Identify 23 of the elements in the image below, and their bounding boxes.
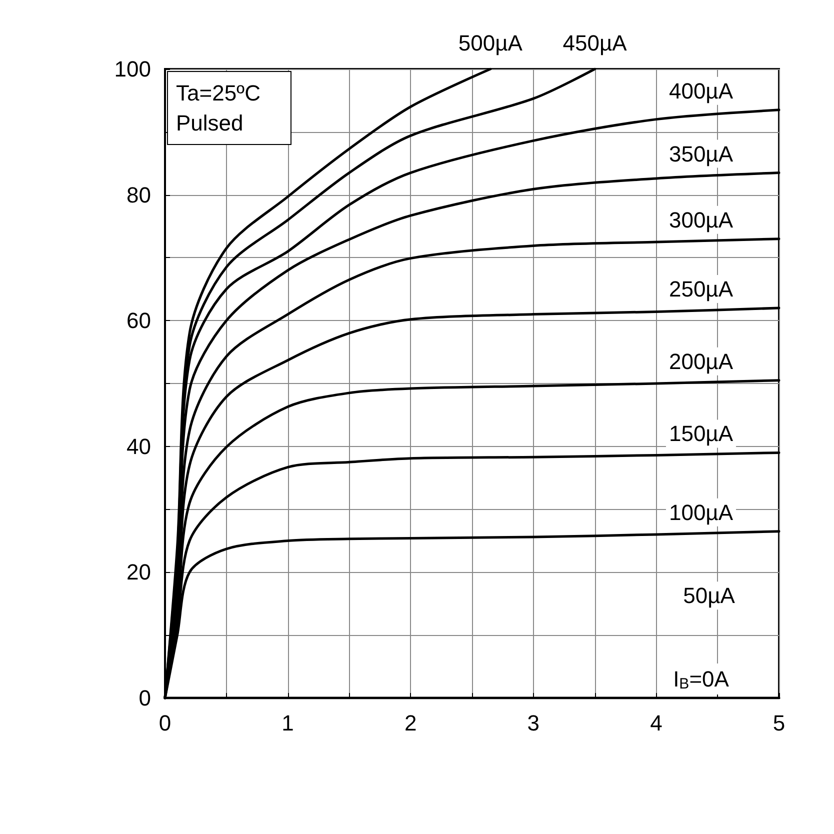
series-label: 300µA [668, 207, 734, 232]
series-label: 200µA [668, 348, 734, 374]
y-tick-label: 0 [138, 686, 151, 710]
annotation: Ta=25ºC Pulsed [176, 80, 261, 136]
x-tick-label: 0 [158, 710, 172, 736]
y-tick-label: 60 [126, 308, 151, 334]
y-tick-label: 100 [114, 56, 151, 82]
x-tick-label: 1 [282, 710, 294, 736]
x-tick-label: 2 [404, 710, 417, 736]
annotation: 50µA [683, 583, 736, 608]
series-label: 150µA [668, 421, 734, 446]
series-label: 100µA [668, 500, 734, 525]
series-label: 450µA [562, 30, 628, 56]
y-tick-label: 80 [126, 182, 151, 208]
series-label: 250µA [668, 276, 734, 302]
x-tick-label: 4 [650, 710, 662, 736]
x-tick-label: 3 [527, 710, 540, 736]
y-tick-label: 20 [126, 560, 151, 585]
series-label: 350µA [668, 141, 734, 166]
y-tick-label: 40 [126, 434, 151, 459]
x-tick-label: 5 [772, 710, 786, 736]
series-label: 500µA [458, 30, 523, 56]
series-label: 400µA [668, 78, 734, 104]
